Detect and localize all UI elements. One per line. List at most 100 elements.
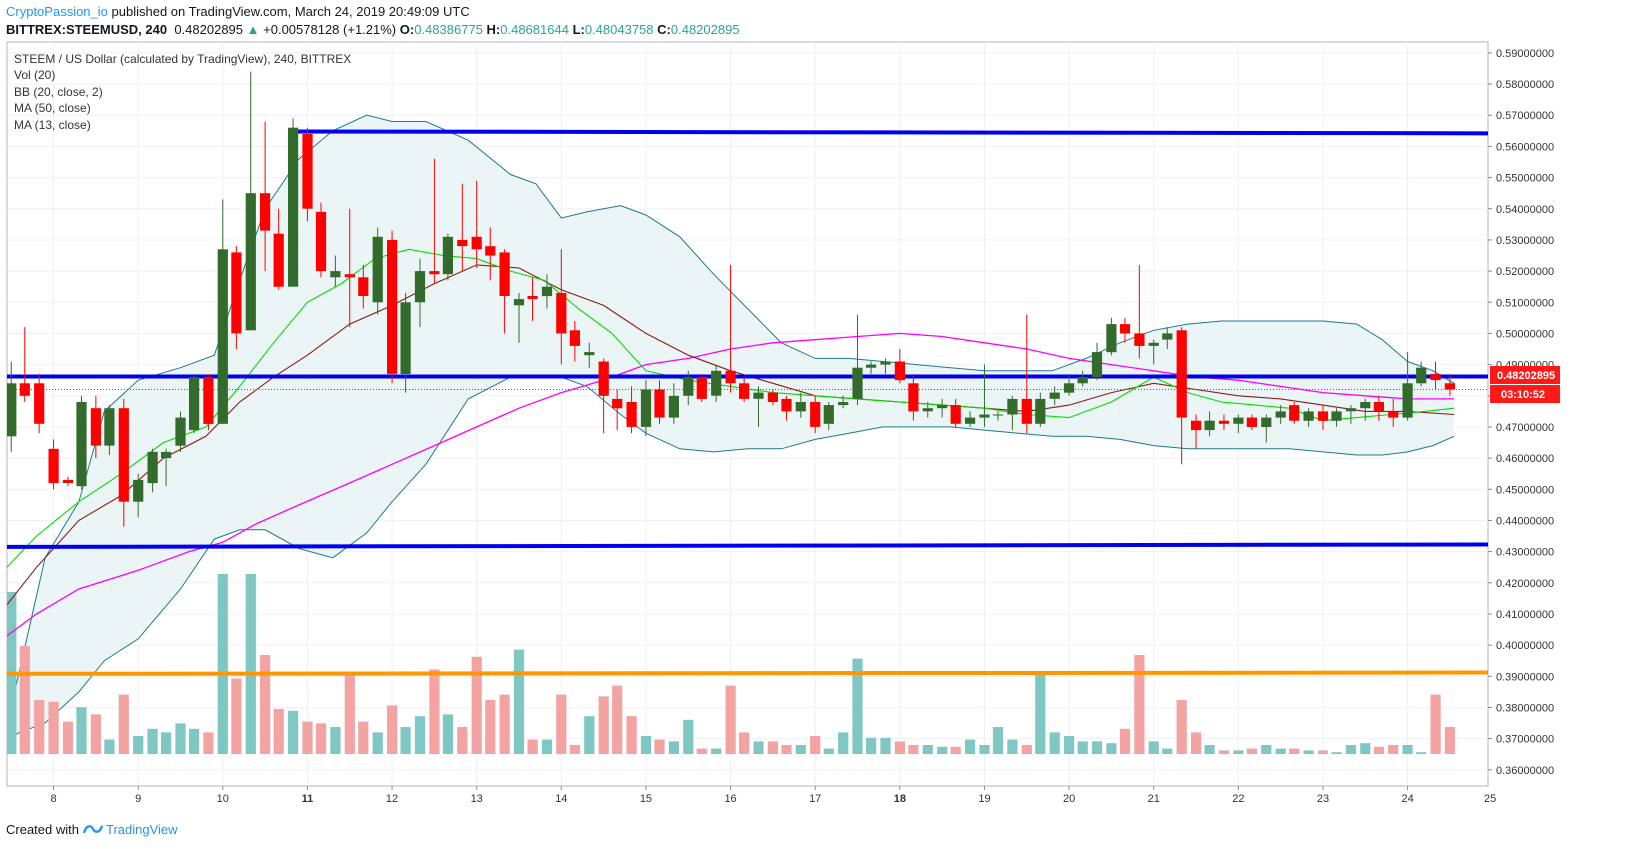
price-tick-label: 0.53000000 (1496, 235, 1554, 247)
legend-bb: BB (20, close, 2) (14, 85, 103, 99)
open-value: 0.48386775 (414, 22, 483, 37)
candle-body (34, 383, 45, 424)
candle-body (880, 361, 891, 365)
candle-body (781, 398, 792, 412)
volume-bar (1119, 728, 1131, 754)
candle-body (626, 402, 637, 427)
candle-body (1289, 405, 1300, 421)
volume-bar (133, 736, 144, 754)
volume-bar (260, 655, 271, 754)
candle-body (1106, 324, 1117, 353)
volume-bar (457, 727, 468, 754)
volume-bar (288, 710, 299, 754)
price-tick-label: 0.40000000 (1496, 640, 1554, 652)
last-price-box (1490, 366, 1560, 384)
high-label: H: (486, 22, 501, 37)
time-tick-label: 18 (894, 793, 906, 805)
volume-bar (1162, 748, 1173, 754)
bb-basis-line (7, 264, 1455, 605)
volume-bar (245, 574, 256, 754)
candle-body (1119, 324, 1131, 334)
volume-bar (48, 701, 59, 754)
bollinger-bands (7, 114, 1455, 740)
candle-body (499, 252, 510, 296)
volume-bar (1077, 741, 1088, 754)
horizontal-levels (7, 129, 1488, 676)
volume-bar (569, 745, 580, 754)
legend-vol: Vol (20) (14, 68, 55, 82)
tradingview-logo-icon (82, 822, 106, 837)
candle-body (584, 352, 595, 356)
price-tick-label: 0.51000000 (1496, 297, 1554, 309)
candle-body (527, 296, 538, 300)
volume-bar (1303, 750, 1314, 754)
volume-bar (1275, 748, 1286, 754)
candle-body (979, 414, 990, 418)
time-tick-label: 22 (1232, 793, 1244, 805)
hline-support-orange (7, 670, 1488, 676)
candle-body (725, 370, 736, 384)
volume-bar (118, 694, 129, 754)
volume-bar (1106, 743, 1117, 754)
candle-body (1233, 417, 1244, 424)
volume-bar (556, 694, 567, 754)
volume-bar (400, 727, 411, 754)
tradingview-brand[interactable]: TradingView (106, 822, 178, 837)
volume-bar (175, 723, 186, 754)
candle-body (231, 252, 242, 334)
volume-bar (1246, 748, 1257, 754)
candle-body (175, 417, 186, 446)
volume-bar (781, 745, 792, 754)
volume-bar (315, 723, 327, 754)
candle-body (612, 398, 623, 409)
candle-body (640, 389, 652, 427)
candle-body (513, 299, 525, 306)
candle-body (344, 274, 355, 278)
bb-upper-line (7, 114, 1455, 724)
volume-bar (76, 707, 87, 754)
volume-bar (950, 746, 961, 754)
candle-body (19, 383, 30, 396)
volume-bar (147, 728, 158, 754)
time-tick-label: 15 (640, 793, 652, 805)
volume-bar (640, 736, 652, 754)
volume-bar (344, 673, 355, 754)
volume-bar (1064, 736, 1075, 754)
volume-bar (358, 721, 369, 754)
time-tick-label: 9 (135, 793, 141, 805)
volume-bar (1373, 746, 1384, 754)
price-tick-label: 0.57000000 (1496, 110, 1554, 122)
volume-bar (598, 696, 609, 754)
candle-body (894, 361, 905, 381)
candle-body (273, 233, 284, 287)
candle-body (442, 236, 453, 275)
time-tick-label-25: 25 (1484, 793, 1496, 805)
time-tick-label: 20 (1063, 793, 1075, 805)
price-tick-label: 0.39000000 (1496, 671, 1554, 683)
candle-body (118, 408, 129, 502)
time-axis: 8 9 10 11 12 13 14 15 16 17 18 19 20 21 22 23 24 25 (7, 785, 1496, 805)
candle-body (161, 451, 172, 459)
candle-body (48, 448, 59, 484)
price-tick-label: 0.44000000 (1496, 515, 1554, 527)
candle-body (541, 286, 553, 297)
candle-body (62, 479, 74, 483)
candle-body (457, 239, 468, 247)
volume-bar (1148, 741, 1159, 754)
volume-bar (1134, 655, 1145, 754)
volume-bar (1091, 741, 1103, 754)
price-tick-label: 0.42000000 (1496, 578, 1554, 590)
volume-bar (795, 745, 806, 754)
candle-body (1035, 398, 1046, 424)
candle-body (1091, 352, 1103, 377)
time-tick-label: 19 (978, 793, 990, 805)
volume-bar (90, 714, 101, 754)
candle-body (1373, 402, 1384, 412)
author-link[interactable]: CryptoPassion_io (6, 4, 108, 19)
volume-bar (414, 716, 426, 754)
price-tick-label: 0.58000000 (1496, 79, 1554, 91)
close-value: 0.48202895 (670, 22, 740, 37)
candle-body (569, 330, 580, 346)
volume-bar (1035, 673, 1046, 754)
